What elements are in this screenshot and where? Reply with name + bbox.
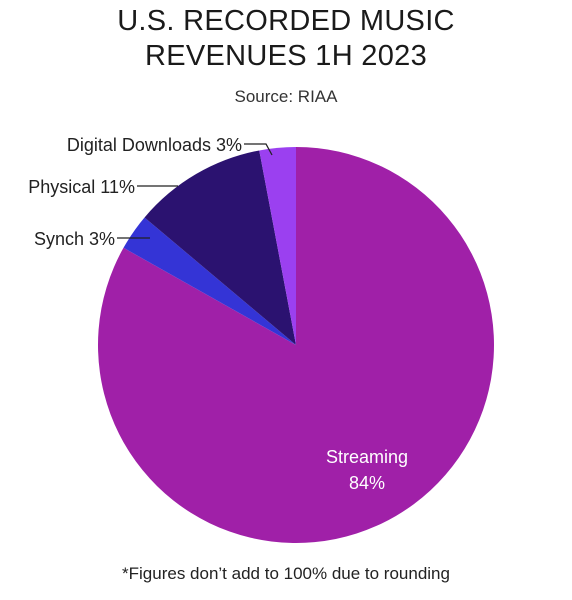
pie-slice-streaming bbox=[97, 147, 494, 543]
slice-label-digital-downloads: Digital Downloads 3% bbox=[67, 135, 242, 155]
slice-label-physical: Physical 11% bbox=[28, 177, 135, 197]
slice-label-streaming: Streaming bbox=[326, 447, 408, 467]
pie-slices bbox=[97, 147, 494, 543]
pie-slice-physical bbox=[144, 150, 296, 345]
leader-lines bbox=[117, 143, 273, 239]
chart-subtitle: Source: RIAA bbox=[234, 87, 338, 106]
slice-label-synch: Synch 3% bbox=[34, 229, 115, 249]
title-line-2: REVENUES 1H 2023 bbox=[144, 40, 428, 72]
slice-labels: Streaming 84% Synch 3% Physical 11% Digital … bbox=[28, 135, 408, 493]
pie-slice-digital-downloads bbox=[259, 147, 296, 345]
leader-line-digital-downloads bbox=[244, 143, 273, 156]
pie-slice-synch bbox=[123, 217, 296, 345]
title-line-1: U.S. RECORDED MUSIC bbox=[117, 5, 455, 37]
footnote: *Figures don’t add to 100% due to roundi… bbox=[122, 564, 450, 583]
chart-title: U.S. RECORDED MUSIC REVENUES 1H 2023 bbox=[0, 4, 572, 74]
slice-value-streaming: 84% bbox=[349, 473, 385, 493]
